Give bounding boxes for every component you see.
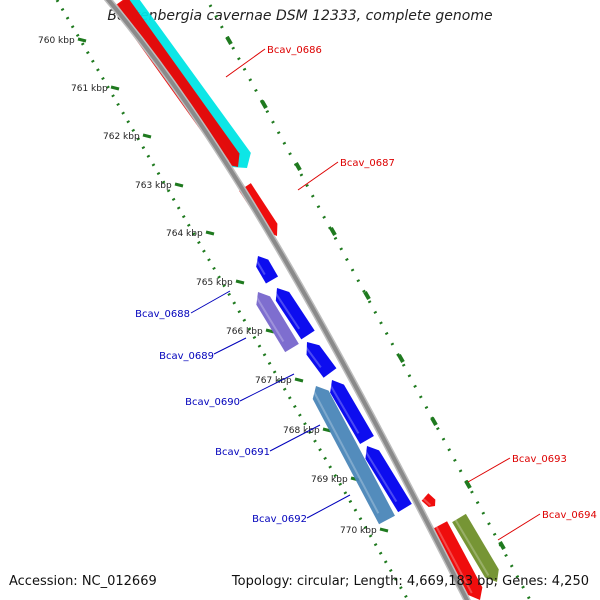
gene-label: Bcav_0691 bbox=[215, 447, 270, 458]
outer-major-tick bbox=[498, 541, 506, 550]
gene-highlight bbox=[327, 381, 360, 434]
inner-major-tick bbox=[110, 85, 120, 91]
gene-label: Bcav_0686 bbox=[267, 45, 322, 56]
gene-leader-line bbox=[225, 48, 266, 78]
gene-arrow-bcav-0693 bbox=[421, 493, 436, 508]
outer-major-tick bbox=[363, 291, 371, 300]
outer-major-tick bbox=[464, 480, 472, 489]
ruler-label: 770 kbp bbox=[340, 526, 377, 536]
inner-major-tick bbox=[77, 37, 87, 43]
inner-major-tick bbox=[265, 328, 275, 334]
gene-leader-line bbox=[269, 424, 321, 452]
gene-highlight bbox=[435, 526, 473, 594]
ruler-labels: 760 kbp 761 kbp 762 kbp 763 kbp 764 kbp 765 k… bbox=[38, 36, 377, 536]
inner-major-tick bbox=[294, 377, 304, 383]
gene-arrow-bcav-0692 bbox=[365, 446, 412, 513]
gene-highlight bbox=[272, 289, 300, 330]
accession-text: Accession: NC_012669 bbox=[9, 574, 157, 589]
gene-leader-line bbox=[190, 290, 231, 314]
inner-major-tick bbox=[379, 527, 389, 533]
backbone-line bbox=[105, 0, 470, 600]
gene-highlight bbox=[311, 387, 380, 514]
map-title: Beutenbergia cavernae DSM 12333, complet… bbox=[107, 8, 493, 24]
gene-arrow-bcav-0690 bbox=[275, 288, 315, 340]
gene-highlight bbox=[454, 519, 490, 576]
gene-arrow-bcav-0693 bbox=[432, 521, 483, 600]
gene-label: Bcav_0694 bbox=[542, 510, 597, 521]
gene-leader-line bbox=[239, 373, 295, 402]
inner-major-tick bbox=[174, 182, 184, 188]
gene-arrow-bcav-0688 bbox=[256, 256, 279, 284]
outer-major-tick bbox=[329, 227, 337, 236]
gene-leader-line bbox=[467, 457, 511, 483]
outer-major-tick bbox=[430, 417, 438, 426]
outer-major-tick bbox=[397, 354, 405, 363]
gene-leader-line bbox=[297, 161, 339, 191]
ruler-label: 765 kbp bbox=[196, 278, 233, 288]
backbone-track bbox=[103, 0, 471, 600]
gene-leader-line bbox=[213, 337, 247, 355]
gene-leader-line bbox=[497, 513, 541, 541]
inner-major-tick bbox=[205, 230, 215, 236]
gene-highlight bbox=[254, 257, 266, 276]
gene-label: Bcav_0690 bbox=[185, 397, 240, 408]
gene-arrow-bcav-0694 bbox=[452, 513, 499, 582]
gene-arrow-bcav-0691 bbox=[312, 386, 395, 525]
ruler-label: 766 kbp bbox=[226, 327, 263, 337]
gene-arrow-bcav-0690 bbox=[306, 342, 337, 378]
gene-arrow-bcav-0690 bbox=[330, 380, 374, 445]
ruler-label: 762 kbp bbox=[103, 132, 140, 142]
gene-highlight bbox=[362, 447, 398, 503]
gene-leader-line bbox=[306, 494, 351, 519]
gene-highlight bbox=[422, 498, 431, 506]
outer-major-tick bbox=[294, 162, 302, 171]
gene-label: Bcav_0693 bbox=[512, 454, 567, 465]
ruler-label: 768 kbp bbox=[283, 426, 320, 436]
ruler-track bbox=[55, 0, 532, 600]
gene-arrow-bcav-0689 bbox=[256, 292, 299, 353]
outer-tick-track bbox=[208, 4, 532, 600]
gene-label: Bcav_0687 bbox=[340, 158, 395, 169]
ruler-label: 767 kbp bbox=[255, 376, 292, 386]
gene-labels: Bcav_0686 Bcav_0687 Bcav_0688 Bcav_0689 Bcav… bbox=[135, 45, 597, 541]
gene-label: Bcav_0692 bbox=[252, 514, 307, 525]
ruler-label: 764 kbp bbox=[166, 229, 203, 239]
inner-tick-track bbox=[55, 0, 410, 600]
gene-highlight bbox=[253, 293, 285, 343]
gene-label: Bcav_0689 bbox=[159, 351, 214, 362]
gene-label: Bcav_0688 bbox=[135, 309, 190, 320]
ruler-label: 769 kbp bbox=[311, 475, 348, 485]
inner-major-tick bbox=[142, 133, 152, 139]
ruler-label: 760 kbp bbox=[38, 36, 75, 46]
topology-summary: Topology: circular; Length: 4,669,183 bp… bbox=[231, 574, 589, 589]
inner-major-tick bbox=[235, 279, 245, 285]
ruler-label: 763 kbp bbox=[135, 181, 172, 191]
ruler-label: 761 kbp bbox=[71, 84, 108, 94]
outer-major-tick bbox=[260, 100, 268, 109]
gene-highlight bbox=[302, 343, 322, 368]
outer-major-tick bbox=[225, 36, 233, 45]
